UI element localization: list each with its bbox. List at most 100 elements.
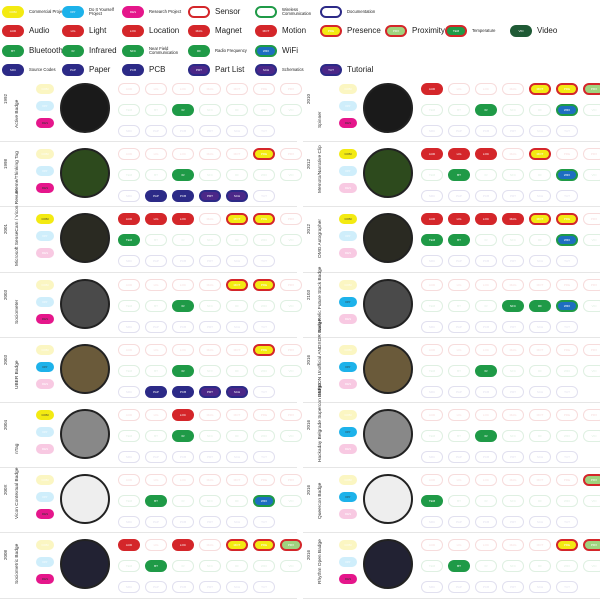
attribute-pill-sch: SCH <box>226 190 248 203</box>
attribute-pill-tem: TEM <box>118 104 140 116</box>
attribute-pill-nfc: NFC <box>199 364 221 377</box>
legend-label: Schematics <box>282 66 304 72</box>
attribute-pill-vid: VID <box>583 169 600 182</box>
attribute-pill-tem: TEM <box>118 299 140 312</box>
attribute-pill-ir: IR <box>475 299 497 312</box>
attribute-pill-src: SRC <box>421 190 443 203</box>
attribute-pill-mot: MOT <box>226 539 248 552</box>
project-photo <box>363 474 413 525</box>
attribute-pill-aud: AUD <box>421 343 443 356</box>
attribute-pill-src: SRC <box>118 255 140 268</box>
project-name: Hackaday Belgrade Supercon Badge <box>318 383 323 462</box>
legend-label: Commercial Project <box>29 8 66 14</box>
attribute-pill-loc: LOC <box>172 474 194 487</box>
project-row: 2016 Queercon Badge COM DIY RES AUD LIG LOC MAG M… <box>303 469 600 534</box>
legend-label: Infrared <box>89 45 117 55</box>
attribute-pill-sch: SCH <box>226 385 248 398</box>
legend-swatch <box>255 6 277 18</box>
attribute-pill-pcb: PCB <box>172 385 194 398</box>
attribute-pill-pre: PRE <box>556 213 578 226</box>
project-row: 2004 nTag COM DIY RES AUD LIG LOC MAG MOT PRE PRX TE… <box>0 404 302 469</box>
attribute-pill-pcb: PCB <box>475 255 497 268</box>
project-type-pill-com: COM <box>339 279 357 290</box>
row-divider <box>0 597 297 599</box>
attribute-pill-tem: TEM <box>421 169 443 182</box>
attribute-pill-prt: PRT <box>502 320 524 333</box>
attribute-pill-wifi: WIFI <box>556 169 578 182</box>
attribute-pill-tem: TEM <box>118 495 140 508</box>
attribute-pill-pcb: PCB <box>172 581 194 594</box>
attribute-pill-aud: AUD <box>118 83 140 95</box>
attribute-pill-sch: SCH <box>529 125 551 137</box>
legend-swatch: TEM <box>445 25 467 37</box>
attribute-pill-bt: BT <box>448 364 470 377</box>
legend-label: Sensor <box>215 6 241 16</box>
attribute-pill-pre: PRE <box>253 343 275 356</box>
attribute-pill-tut: TUT <box>556 385 578 398</box>
attribute-pill-lig: LIG <box>448 409 470 421</box>
attribute-pill-aud: AUD <box>118 343 140 356</box>
attribute-pill-vid: VID <box>583 430 600 442</box>
attribute-pill-wifi: WIFI <box>253 234 275 247</box>
attribute-pill-pre: PRE <box>556 474 578 487</box>
attribute-pill-ir: IR <box>172 560 194 573</box>
legend-swatch: MAG <box>188 25 210 37</box>
row-divider <box>303 141 600 143</box>
attribute-pill-ir: IR <box>172 169 194 182</box>
attribute-pill-prt: PRT <box>199 581 221 594</box>
legend-label: Light <box>89 25 107 35</box>
attribute-pill-bt: BT <box>145 560 167 573</box>
attribute-pill-prt: PRT <box>502 255 524 268</box>
attribute-pill-mag: MAG <box>502 278 524 291</box>
attribute-pill-prt: PRT <box>502 190 524 203</box>
attribute-pill-loc: LOC <box>172 213 194 226</box>
attribute-pill-nfc: NFC <box>502 169 524 182</box>
project-type-pill-diy: DIY <box>36 361 54 372</box>
attribute-pill-tut: TUT <box>556 125 578 137</box>
project-year: 2016 <box>306 419 311 430</box>
project-photo <box>60 343 110 394</box>
attribute-pill-vid: VID <box>583 364 600 377</box>
attribute-pill-loc: LOC <box>172 539 194 552</box>
legend-label: Presence <box>347 25 381 35</box>
attribute-pill-pcb: PCB <box>172 451 194 463</box>
row-divider <box>303 532 600 534</box>
project-year: 2012 <box>306 159 311 170</box>
attribute-pill-loc: LOC <box>475 539 497 552</box>
attribute-pill-prt: PRT <box>502 581 524 594</box>
project-type-pill-diy: DIY <box>36 166 54 177</box>
attribute-pill-aud: AUD <box>118 278 140 291</box>
project-photo <box>363 213 413 264</box>
project-row: 2012 OMG Autographer COM DIY RES AUD LIG LOC MAG… <box>303 208 600 273</box>
project-type-pill-com: COM <box>339 540 357 551</box>
attribute-pill-pap: PAP <box>448 451 470 463</box>
attribute-pill-mot: MOT <box>226 213 248 226</box>
attribute-pill-nfc: NFC <box>199 234 221 247</box>
attribute-pill-bt: BT <box>448 430 470 442</box>
attribute-pill-prt: PRT <box>502 125 524 137</box>
project-name: Microsoft SenseCam / Vicon Revue <box>15 190 20 267</box>
legend-label: Near Field Communication <box>149 45 179 55</box>
project-row: 2016 Hackaday Belgrade Supercon Badge COM D… <box>303 383 600 469</box>
project-year: 2003 <box>3 354 8 365</box>
attribute-pill-bt: BT <box>145 364 167 377</box>
legend-swatch: SRC <box>2 64 24 76</box>
project-photo <box>60 148 110 199</box>
legend-item-near-field-communication: NFC Near Field Communication <box>122 45 187 57</box>
attribute-pill-sch: SCH <box>226 320 248 333</box>
attribute-pill-src: SRC <box>118 125 140 137</box>
attribute-pill-pap: PAP <box>145 190 167 203</box>
legend-label: Source Codes <box>29 66 56 72</box>
legend-label: Motion <box>282 25 307 35</box>
project-year: 2103 <box>306 289 311 300</box>
attribute-pill-prx: PRX <box>583 343 600 356</box>
attribute-pill-src: SRC <box>118 451 140 463</box>
attribute-pill-src: SRC <box>421 255 443 268</box>
legend-item-wifi: WIFI WiFi <box>255 45 298 57</box>
legend-swatch: DIY <box>62 6 84 18</box>
attribute-pill-nfc: NFC <box>502 430 524 442</box>
attribute-pill-pcb: PCB <box>475 125 497 137</box>
project-type-pill-res: RES <box>36 118 54 128</box>
project-type-pill-diy: DIY <box>36 427 54 437</box>
attribute-pill-nfc: NFC <box>502 364 524 377</box>
